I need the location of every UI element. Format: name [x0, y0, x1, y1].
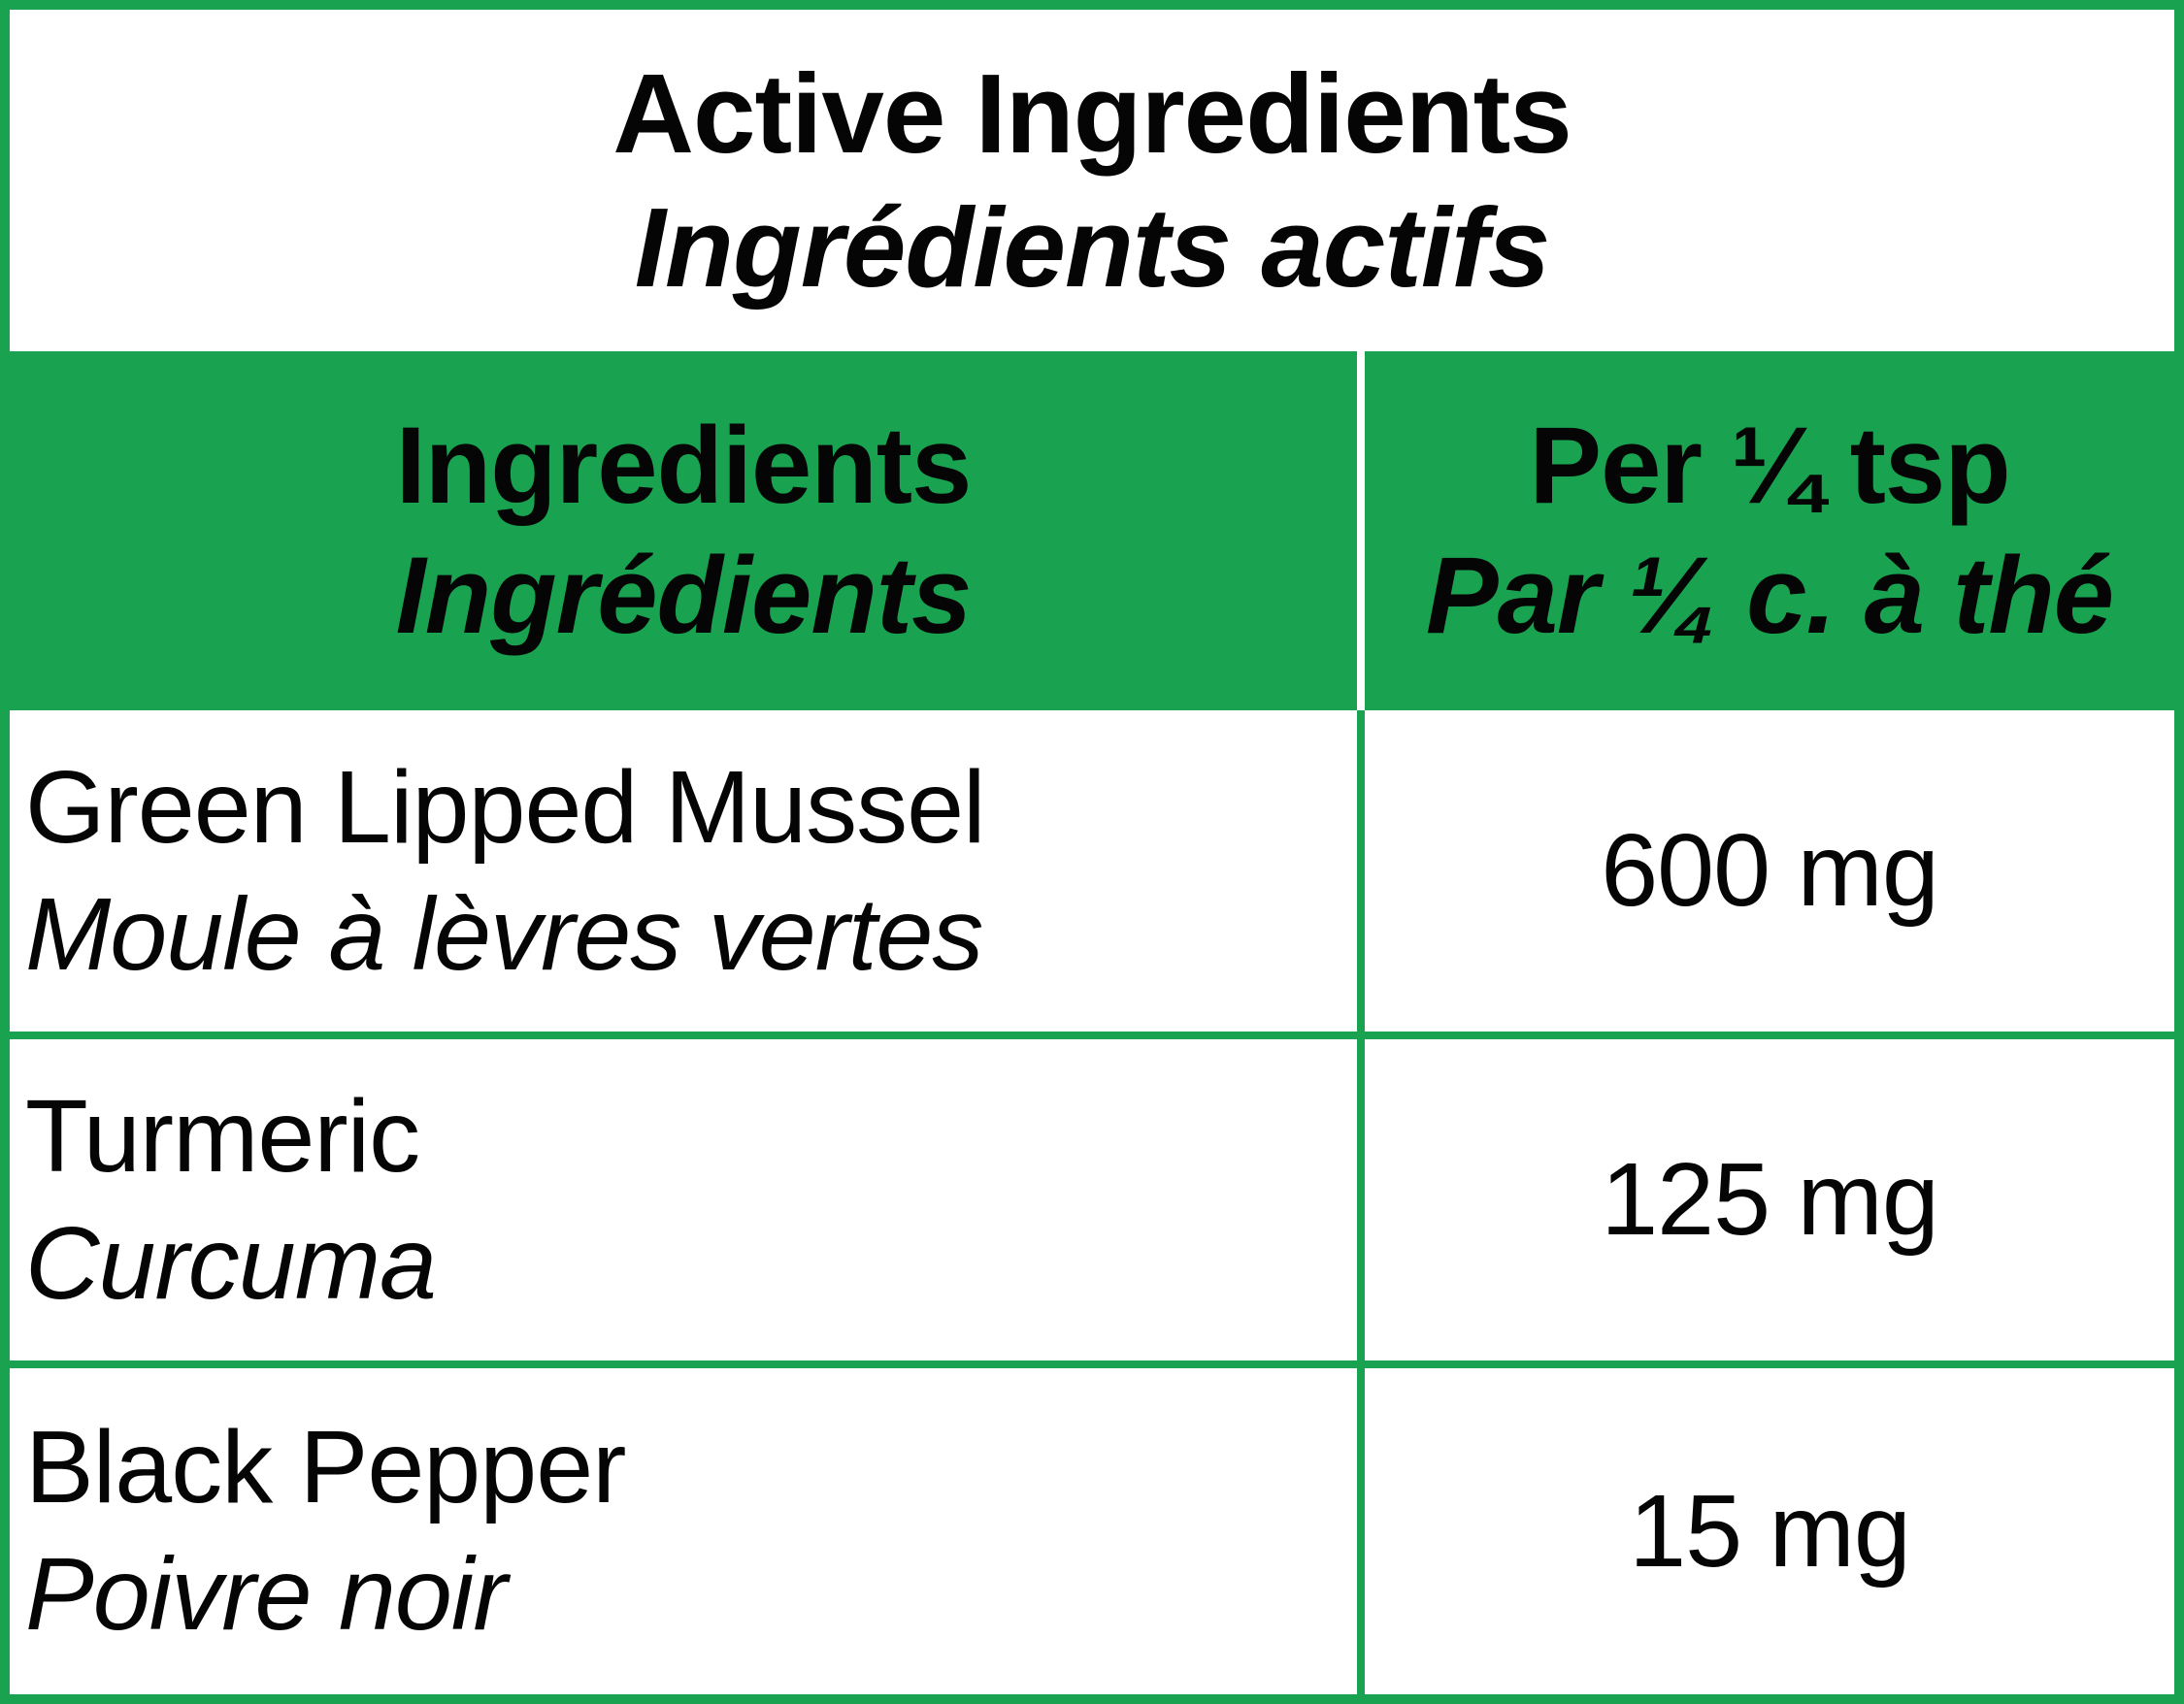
title-english: Active Ingredients	[612, 50, 1572, 177]
ingredient-name-english: Black Pepper	[25, 1410, 626, 1524]
table-row: Turmeric Curcuma 125 mg	[10, 1039, 2174, 1360]
ingredient-name-french: Poivre noir	[25, 1537, 508, 1652]
ingredient-name-cell: Black Pepper Poivre noir	[10, 1368, 1357, 1694]
header-ingredients-english: Ingredients	[395, 405, 973, 526]
table-row: Black Pepper Poivre noir 15 mg	[10, 1368, 2174, 1694]
header-amount-french: Par ¼ c. à thé	[1425, 535, 2114, 656]
ingredient-amount-cell: 600 mg	[1365, 710, 2174, 1032]
header-ingredients: Ingredients Ingrédients	[10, 351, 1357, 710]
title-french: Ingrédients actifs	[634, 184, 1550, 311]
table-header-row: Ingredients Ingrédients Per ¼ tsp Par ¼ …	[10, 351, 2174, 710]
ingredient-name-cell: Turmeric Curcuma	[10, 1039, 1357, 1360]
ingredient-amount: 600 mg	[1601, 813, 1939, 928]
ingredient-name-french: Curcuma	[25, 1205, 437, 1321]
ingredient-amount: 125 mg	[1601, 1142, 1939, 1257]
ingredient-amount-cell: 15 mg	[1365, 1368, 2174, 1694]
ingredient-amount-cell: 125 mg	[1365, 1039, 2174, 1360]
ingredient-name-english: Turmeric	[25, 1078, 420, 1194]
title-band: Active Ingredients Ingrédients actifs	[10, 10, 2174, 351]
ingredient-name-french: Moule à lèvres vertes	[25, 876, 983, 992]
ingredient-amount: 15 mg	[1629, 1473, 1911, 1589]
ingredient-name-english: Green Lipped Mussel	[25, 749, 986, 865]
ingredient-name-cell: Green Lipped Mussel Moule à lèvres verte…	[10, 710, 1357, 1032]
header-ingredients-french: Ingrédients	[395, 535, 973, 656]
header-per-quarter-tsp: Per ¼ tsp Par ¼ c. à thé	[1365, 351, 2174, 710]
table-row: Green Lipped Mussel Moule à lèvres verte…	[10, 710, 2174, 1032]
header-column-divider	[1357, 351, 1365, 710]
header-amount-english: Per ¼ tsp	[1529, 405, 2010, 526]
